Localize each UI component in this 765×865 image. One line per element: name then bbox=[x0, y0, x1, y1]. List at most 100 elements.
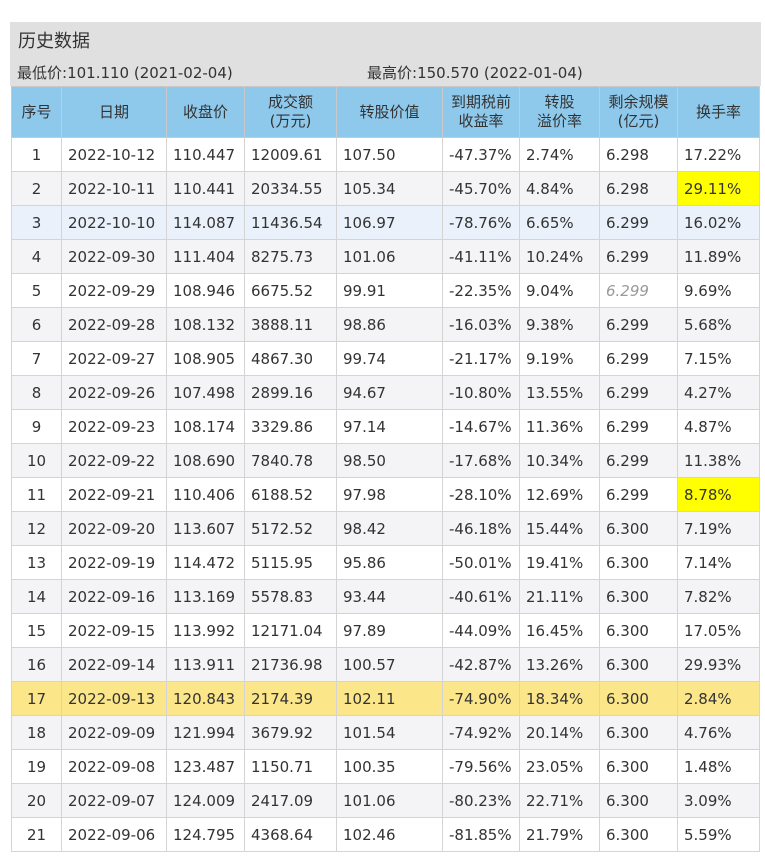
cell-close: 113.911 bbox=[166, 647, 245, 682]
cell-turnover-amount: 1150.71 bbox=[244, 749, 337, 784]
table-row[interactable]: 8 2022-09-26 107.498 2899.16 94.67 -10.80% 13.… bbox=[11, 375, 760, 410]
table-row[interactable]: 3 2022-10-10 114.087 11436.54 106.97 -78.76% 6… bbox=[11, 205, 760, 240]
column-header-text: 成交额 bbox=[267, 93, 313, 111]
cell-turnover-rate: 5.59% bbox=[677, 817, 760, 852]
cell-index: 16 bbox=[11, 647, 62, 682]
cell-premium-rate: 20.14% bbox=[519, 715, 600, 750]
cell-remaining-size: 6.300 bbox=[599, 613, 678, 648]
column-header-turnover-rate[interactable]: 换手率 bbox=[677, 86, 760, 138]
cell-turnover-amount: 4867.30 bbox=[244, 341, 337, 376]
cell-ytm: -21.17% bbox=[442, 341, 520, 376]
cell-turnover-amount: 6675.52 bbox=[244, 273, 337, 308]
cell-conversion-value: 102.11 bbox=[336, 681, 443, 716]
cell-turnover-rate: 29.11% bbox=[677, 171, 760, 206]
column-header-turnover-amount[interactable]: 成交额 (万元) bbox=[244, 86, 337, 138]
table-row[interactable]: 10 2022-09-22 108.690 7840.78 98.50 -17.68% 10… bbox=[11, 443, 760, 478]
cell-date: 2022-09-20 bbox=[61, 511, 167, 546]
cell-date: 2022-09-21 bbox=[61, 477, 167, 512]
column-header-remaining-size[interactable]: 剩余规模 (亿元) bbox=[599, 86, 678, 138]
cell-premium-rate: 19.41% bbox=[519, 545, 600, 580]
cell-premium-rate: 12.69% bbox=[519, 477, 600, 512]
cell-turnover-amount: 3679.92 bbox=[244, 715, 337, 750]
history-table: 序号 日期 收盘价 成交额 (万元) 转股价值 到期税前 收益率 转股 溢价率 剩余规模 (亿元) 换手… bbox=[11, 86, 760, 852]
cell-premium-rate: 13.55% bbox=[519, 375, 600, 410]
cell-premium-rate: 21.11% bbox=[519, 579, 600, 614]
column-header-text: 收盘价 bbox=[182, 102, 228, 121]
cell-conversion-value: 97.14 bbox=[336, 409, 443, 444]
cell-conversion-value: 97.98 bbox=[336, 477, 443, 512]
table-row[interactable]: 14 2022-09-16 113.169 5578.83 93.44 -40.61% 21… bbox=[11, 579, 760, 614]
table-row[interactable]: 13 2022-09-19 114.472 5115.95 95.86 -50.01% 19… bbox=[11, 545, 760, 580]
lowest-price-value: 101.110 (2021-02-04) bbox=[67, 64, 233, 82]
table-row[interactable]: 15 2022-09-15 113.992 12171.04 97.89 -44.09% 1… bbox=[11, 613, 760, 648]
cell-ytm: -40.61% bbox=[442, 579, 520, 614]
cell-close: 124.009 bbox=[166, 783, 245, 818]
table-row[interactable]: 16 2022-09-14 113.911 21736.98 100.57 -42.87%… bbox=[11, 647, 760, 682]
column-header-text: 转股价值 bbox=[359, 102, 420, 121]
cell-index: 4 bbox=[11, 239, 62, 274]
cell-close: 120.843 bbox=[166, 681, 245, 716]
cell-turnover-amount: 21736.98 bbox=[244, 647, 337, 682]
cell-date: 2022-09-29 bbox=[61, 273, 167, 308]
table-row[interactable]: 21 2022-09-06 124.795 4368.64 102.46 -81.85% 2… bbox=[11, 817, 760, 852]
table-row[interactable]: 12 2022-09-20 113.607 5172.52 98.42 -46.18% 15… bbox=[11, 511, 760, 546]
cell-conversion-value: 106.97 bbox=[336, 205, 443, 240]
cell-date: 2022-09-06 bbox=[61, 817, 167, 852]
cell-date: 2022-10-10 bbox=[61, 205, 167, 240]
cell-turnover-rate: 2.84% bbox=[677, 681, 760, 716]
cell-remaining-size: 6.299 bbox=[599, 205, 678, 240]
column-header-close[interactable]: 收盘价 bbox=[166, 86, 245, 138]
cell-turnover-amount: 12009.61 bbox=[244, 137, 337, 172]
table-row[interactable]: 18 2022-09-09 121.994 3679.92 101.54 -74.92% 2… bbox=[11, 715, 760, 750]
cell-remaining-size: 6.299 bbox=[599, 443, 678, 478]
cell-index: 18 bbox=[11, 715, 62, 750]
column-header-premium-rate[interactable]: 转股 溢价率 bbox=[519, 86, 600, 138]
table-row[interactable]: 20 2022-09-07 124.009 2417.09 101.06 -80.23% 2… bbox=[11, 783, 760, 818]
cell-date: 2022-09-13 bbox=[61, 681, 167, 716]
cell-conversion-value: 105.34 bbox=[336, 171, 443, 206]
cell-date: 2022-09-22 bbox=[61, 443, 167, 478]
cell-premium-rate: 18.34% bbox=[519, 681, 600, 716]
table-row[interactable]: 5 2022-09-29 108.946 6675.52 99.91 -22.35% 9.0… bbox=[11, 273, 760, 308]
column-header-text: 到期税前 bbox=[450, 93, 511, 111]
cell-conversion-value: 94.67 bbox=[336, 375, 443, 410]
cell-turnover-amount: 7840.78 bbox=[244, 443, 337, 478]
table-row[interactable]: 9 2022-09-23 108.174 3329.86 97.14 -14.67% 11.… bbox=[11, 409, 760, 444]
column-header-ytm[interactable]: 到期税前 收益率 bbox=[442, 86, 520, 138]
column-header-date[interactable]: 日期 bbox=[61, 86, 167, 138]
cell-premium-rate: 11.36% bbox=[519, 409, 600, 444]
cell-close: 113.992 bbox=[166, 613, 245, 648]
table-row[interactable]: 1 2022-10-12 110.447 12009.61 107.50 -47.37% 2… bbox=[11, 137, 760, 172]
cell-premium-rate: 21.79% bbox=[519, 817, 600, 852]
cell-ytm: -14.67% bbox=[442, 409, 520, 444]
cell-turnover-rate: 17.22% bbox=[677, 137, 760, 172]
cell-turnover-amount: 4368.64 bbox=[244, 817, 337, 852]
cell-close: 108.690 bbox=[166, 443, 245, 478]
cell-ytm: -41.11% bbox=[442, 239, 520, 274]
cell-turnover-rate: 8.78% bbox=[677, 477, 760, 512]
panel-title: 历史数据 bbox=[18, 31, 90, 52]
cell-date: 2022-09-30 bbox=[61, 239, 167, 274]
table-row[interactable]: 11 2022-09-21 110.406 6188.52 97.98 -28.10% 12… bbox=[11, 477, 760, 512]
table-row[interactable]: 17 2022-09-13 120.843 2174.39 102.11 -74.90% 1… bbox=[11, 681, 760, 716]
column-header-conversion-value[interactable]: 转股价值 bbox=[336, 86, 443, 138]
table-row[interactable]: 2 2022-10-11 110.441 20334.55 105.34 -45.70% 4… bbox=[11, 171, 760, 206]
cell-index: 3 bbox=[11, 205, 62, 240]
cell-index: 17 bbox=[11, 681, 62, 716]
table-row[interactable]: 19 2022-09-08 123.487 1150.71 100.35 -79.56% 2… bbox=[11, 749, 760, 784]
highest-price-label: 最高价: bbox=[367, 64, 418, 82]
cell-ytm: -47.37% bbox=[442, 137, 520, 172]
cell-close: 111.404 bbox=[166, 239, 245, 274]
cell-ytm: -80.23% bbox=[442, 783, 520, 818]
cell-date: 2022-09-08 bbox=[61, 749, 167, 784]
column-header-index[interactable]: 序号 bbox=[11, 86, 62, 138]
cell-conversion-value: 99.91 bbox=[336, 273, 443, 308]
cell-date: 2022-09-07 bbox=[61, 783, 167, 818]
cell-ytm: -22.35% bbox=[442, 273, 520, 308]
cell-premium-rate: 13.26% bbox=[519, 647, 600, 682]
table-row[interactable]: 6 2022-09-28 108.132 3888.11 98.86 -16.03% 9.3… bbox=[11, 307, 760, 342]
cell-turnover-rate: 4.87% bbox=[677, 409, 760, 444]
table-row[interactable]: 4 2022-09-30 111.404 8275.73 101.06 -41.11% 10… bbox=[11, 239, 760, 274]
history-panel: 历史数据 最低价:101.110 (2021-02-04) 最高价:150.57… bbox=[10, 22, 761, 865]
table-row[interactable]: 7 2022-09-27 108.905 4867.30 99.74 -21.17% 9.1… bbox=[11, 341, 760, 376]
